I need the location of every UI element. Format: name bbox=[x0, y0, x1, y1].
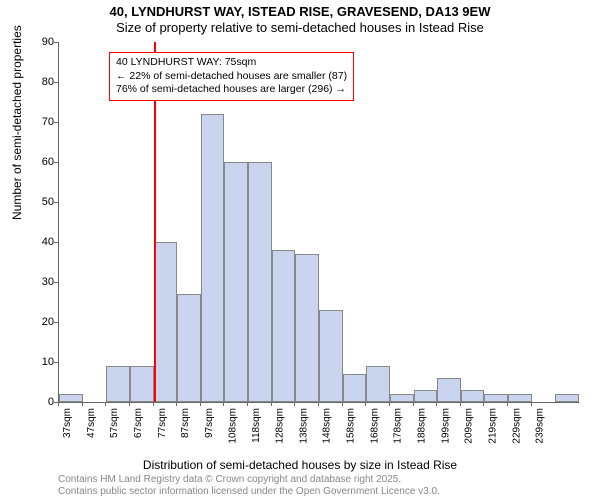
histogram-bar bbox=[248, 162, 272, 402]
y-tick-label: 70 bbox=[42, 116, 54, 128]
x-tick-label: 37sqm bbox=[62, 408, 73, 438]
y-tick-label: 10 bbox=[42, 356, 54, 368]
x-tick-mark bbox=[105, 402, 106, 406]
chart-title-main: 40, LYNDHURST WAY, ISTEAD RISE, GRAVESEN… bbox=[0, 4, 600, 19]
x-tick-label: 118sqm bbox=[251, 408, 262, 443]
histogram-bar bbox=[201, 114, 225, 402]
x-tick-label: 47sqm bbox=[86, 408, 97, 438]
y-tick-label: 20 bbox=[42, 316, 54, 328]
y-tick-mark bbox=[54, 42, 58, 43]
histogram-bar bbox=[414, 390, 438, 402]
histogram-bar bbox=[59, 394, 83, 402]
x-tick-label: 148sqm bbox=[322, 408, 333, 444]
x-tick-label: 209sqm bbox=[464, 408, 475, 444]
x-tick-mark bbox=[318, 402, 319, 406]
x-tick-label: 57sqm bbox=[109, 408, 120, 438]
x-tick-label: 188sqm bbox=[417, 408, 428, 444]
x-tick-mark bbox=[531, 402, 532, 406]
x-axis-label: Distribution of semi-detached houses by … bbox=[0, 458, 600, 472]
x-tick-mark bbox=[342, 402, 343, 406]
y-tick-mark bbox=[54, 122, 58, 123]
y-tick-label: 50 bbox=[42, 196, 54, 208]
histogram-bar bbox=[295, 254, 319, 402]
x-tick-mark bbox=[223, 402, 224, 406]
x-tick-mark bbox=[58, 402, 59, 406]
x-tick-label: 178sqm bbox=[393, 408, 404, 444]
x-tick-label: 138sqm bbox=[298, 408, 309, 444]
y-tick-label: 40 bbox=[42, 236, 54, 248]
x-tick-mark bbox=[436, 402, 437, 406]
y-tick-mark bbox=[54, 82, 58, 83]
histogram-bar bbox=[130, 366, 154, 402]
attribution-line2: Contains public sector information licen… bbox=[58, 486, 440, 498]
histogram-bar bbox=[106, 366, 130, 402]
chart-title-sub: Size of property relative to semi-detach… bbox=[0, 20, 600, 35]
x-tick-label: 87sqm bbox=[180, 408, 191, 438]
x-tick-mark bbox=[413, 402, 414, 406]
x-tick-label: 97sqm bbox=[204, 408, 215, 438]
histogram-bar bbox=[343, 374, 367, 402]
x-tick-label: 239sqm bbox=[535, 408, 546, 444]
x-tick-mark bbox=[365, 402, 366, 406]
x-tick-mark bbox=[271, 402, 272, 406]
attribution-line1: Contains HM Land Registry data © Crown c… bbox=[58, 474, 440, 486]
x-tick-mark bbox=[460, 402, 461, 406]
x-tick-label: 199sqm bbox=[440, 408, 451, 444]
histogram-bar bbox=[366, 366, 390, 402]
x-tick-label: 128sqm bbox=[275, 408, 286, 444]
x-tick-label: 108sqm bbox=[227, 408, 238, 444]
x-tick-mark bbox=[294, 402, 295, 406]
y-tick-label: 60 bbox=[42, 156, 54, 168]
x-tick-mark bbox=[483, 402, 484, 406]
y-tick-mark bbox=[54, 322, 58, 323]
attribution-text: Contains HM Land Registry data © Crown c… bbox=[58, 474, 440, 498]
plot-area: 40 LYNDHURST WAY: 75sqm← 22% of semi-det… bbox=[58, 42, 579, 403]
histogram-bar bbox=[484, 394, 508, 402]
y-tick-label: 30 bbox=[42, 276, 54, 288]
y-tick-label: 80 bbox=[42, 76, 54, 88]
y-tick-mark bbox=[54, 282, 58, 283]
info-line3: 76% of semi-detached houses are larger (… bbox=[116, 83, 347, 97]
x-tick-mark bbox=[129, 402, 130, 406]
histogram-bar bbox=[390, 394, 414, 402]
x-tick-mark bbox=[247, 402, 248, 406]
histogram-bar bbox=[508, 394, 532, 402]
histogram-bar bbox=[177, 294, 201, 402]
histogram-bar bbox=[154, 242, 178, 402]
histogram-bar bbox=[461, 390, 485, 402]
x-tick-mark bbox=[200, 402, 201, 406]
histogram-bar bbox=[272, 250, 296, 402]
histogram-bar bbox=[555, 394, 579, 402]
histogram-bar bbox=[437, 378, 461, 402]
info-box: 40 LYNDHURST WAY: 75sqm← 22% of semi-det… bbox=[109, 52, 354, 101]
x-tick-mark bbox=[82, 402, 83, 406]
x-tick-label: 229sqm bbox=[511, 408, 522, 444]
chart-container: 40, LYNDHURST WAY, ISTEAD RISE, GRAVESEN… bbox=[0, 0, 600, 500]
x-tick-label: 219sqm bbox=[487, 408, 498, 444]
x-tick-mark bbox=[153, 402, 154, 406]
x-tick-label: 77sqm bbox=[157, 408, 168, 438]
x-tick-label: 158sqm bbox=[346, 408, 357, 444]
histogram-bar bbox=[224, 162, 248, 402]
x-tick-label: 168sqm bbox=[369, 408, 380, 444]
y-tick-mark bbox=[54, 362, 58, 363]
y-axis-label: Number of semi-detached properties bbox=[10, 25, 24, 220]
y-tick-mark bbox=[54, 242, 58, 243]
info-line1: 40 LYNDHURST WAY: 75sqm bbox=[116, 56, 347, 70]
y-tick-mark bbox=[54, 202, 58, 203]
histogram-bar bbox=[319, 310, 343, 402]
x-tick-mark bbox=[507, 402, 508, 406]
info-line2: ← 22% of semi-detached houses are smalle… bbox=[116, 70, 347, 84]
y-tick-label: 90 bbox=[42, 36, 54, 48]
x-tick-mark bbox=[389, 402, 390, 406]
y-tick-mark bbox=[54, 162, 58, 163]
x-tick-label: 67sqm bbox=[133, 408, 144, 438]
x-tick-mark bbox=[176, 402, 177, 406]
